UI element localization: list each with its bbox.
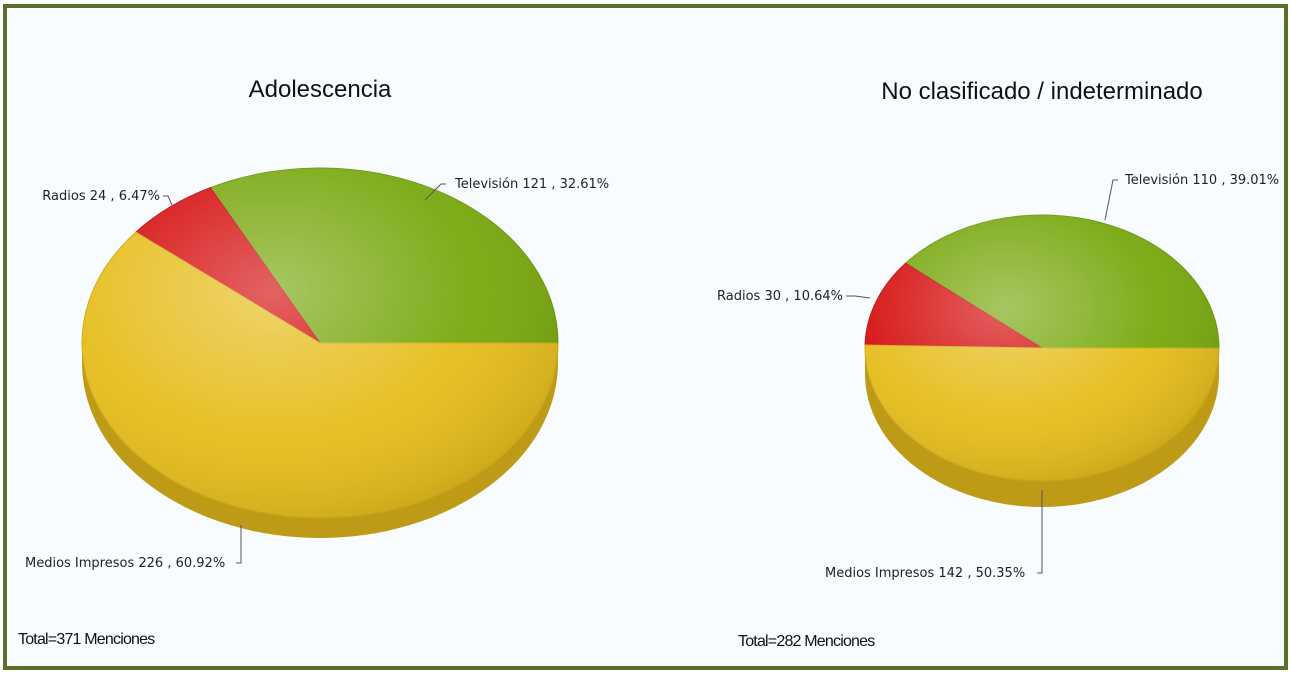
slice-category: Medios Impresos: [825, 566, 934, 581]
leader-line: [424, 183, 446, 201]
leader-line: [1104, 179, 1118, 221]
chart-title: No clasificado / indeterminado: [881, 78, 1203, 105]
slice-value: 142 , 50.35%: [938, 566, 1025, 581]
total-label: Total=371 Menciones: [18, 631, 155, 648]
slice-label: Radios 24 , 6.47%: [42, 189, 160, 204]
leader-line: [236, 525, 242, 564]
slice-value: 110 , 39.01%: [1192, 173, 1279, 188]
slice-value: 24 , 6.47%: [90, 189, 160, 204]
slice-category: Televisión: [454, 177, 518, 192]
slice-category: Radios: [717, 289, 761, 304]
leader-line: [846, 295, 871, 299]
slice-category: Medios Impresos: [25, 556, 134, 571]
slice-category: Televisión: [1124, 173, 1188, 188]
total-label: Total=282 Menciones: [738, 633, 875, 650]
slice-value: 121 , 32.61%: [522, 177, 609, 192]
leader-line: [1037, 490, 1043, 574]
slice-value: 226 , 60.92%: [138, 556, 225, 571]
chart-title: Adolescencia: [249, 76, 392, 103]
slice-label: Televisión 121 , 32.61%: [454, 177, 609, 192]
slice-value: 30 , 10.64%: [764, 289, 843, 304]
slice-label: Radios 30 , 10.64%: [717, 289, 843, 304]
slice-label: Medios Impresos 226 , 60.92%: [25, 556, 225, 571]
slice-label: Medios Impresos 142 , 50.35%: [825, 566, 1025, 581]
slice-category: Radios: [42, 189, 86, 204]
slice-label: Televisión 110 , 39.01%: [1124, 173, 1279, 188]
leader-line: [163, 195, 173, 206]
